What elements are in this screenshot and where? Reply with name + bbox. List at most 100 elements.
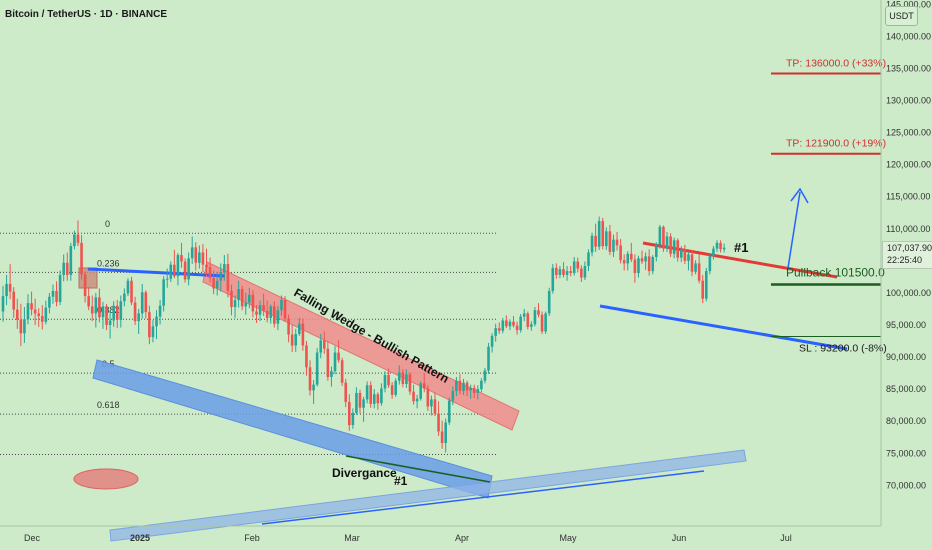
candle [480, 378, 483, 393]
candle-body [183, 261, 187, 280]
candle [672, 237, 676, 259]
candle-body [472, 387, 476, 393]
candle-body [630, 253, 633, 260]
time-axis-tick: Dec [24, 533, 41, 543]
candle [94, 292, 98, 328]
candle-body [533, 310, 537, 325]
candle [198, 245, 201, 269]
candle [683, 244, 687, 265]
candle-body [562, 269, 565, 275]
candle [401, 369, 405, 388]
candle [526, 311, 530, 330]
candle [662, 225, 665, 252]
candle-body [362, 399, 365, 408]
candle [576, 257, 580, 273]
price-axis-tick: 90,000.00 [886, 352, 926, 362]
candle [33, 298, 37, 325]
candle [290, 324, 294, 352]
candle-body [476, 389, 480, 393]
candle [490, 333, 494, 353]
candle [355, 387, 358, 415]
candle-body [219, 272, 223, 281]
candle [330, 366, 333, 387]
candle-body [719, 242, 722, 250]
candle [444, 418, 447, 453]
candle-body [440, 431, 444, 443]
fib-0618-highlight [73, 468, 139, 490]
candle [437, 401, 440, 436]
candle [251, 290, 255, 318]
candle-body [569, 271, 572, 274]
candle [90, 295, 94, 322]
candle [240, 285, 244, 311]
candle [223, 255, 226, 281]
candle [208, 257, 212, 283]
candle [615, 231, 619, 251]
candle [369, 381, 373, 408]
candle-body [237, 289, 240, 300]
candle-body [112, 305, 115, 321]
candle [101, 301, 105, 329]
candle [151, 319, 155, 343]
candle-body [233, 299, 237, 308]
candle-body [280, 299, 283, 311]
candle [405, 369, 408, 388]
candle-body [647, 256, 651, 272]
candle [108, 310, 112, 339]
pullback-label: Pullback 101500.0 [786, 266, 885, 280]
candle [173, 249, 176, 279]
candle [419, 381, 422, 401]
candle-body [340, 360, 344, 383]
candle [15, 298, 19, 329]
candle [5, 274, 8, 306]
currency-button[interactable]: USDT [885, 6, 918, 26]
candle [255, 305, 258, 324]
price-axis-tick: 80,000.00 [886, 416, 926, 426]
candle [1, 285, 5, 322]
candle [98, 288, 101, 323]
candle [226, 253, 230, 298]
candle [319, 333, 323, 359]
candle-body [697, 263, 701, 281]
candle-body [319, 340, 323, 353]
candle [704, 267, 708, 302]
candle-body [608, 231, 612, 252]
candle [472, 384, 476, 399]
support-band [109, 449, 747, 542]
candle-body [326, 348, 330, 377]
candle-body [130, 280, 133, 303]
candle-body [108, 320, 112, 325]
candle [533, 307, 537, 327]
candle-body [590, 235, 594, 253]
candle [244, 292, 248, 315]
candle-body [672, 240, 676, 254]
candle-body [508, 321, 512, 327]
candle-body [455, 380, 458, 392]
candle-body [715, 242, 719, 249]
candle [26, 294, 30, 325]
candle-body [140, 292, 144, 314]
candle [458, 374, 462, 395]
candle-body [80, 242, 83, 275]
candle-body [669, 236, 672, 254]
candle [351, 408, 355, 429]
candle-body [283, 299, 287, 319]
candle-body [65, 262, 69, 275]
candle [298, 317, 301, 336]
candle [505, 315, 508, 329]
candle-body [169, 264, 173, 279]
candle [347, 394, 351, 431]
candle-body [551, 267, 555, 291]
price-axis-tick: 135,000.00 [886, 63, 931, 73]
candle [465, 380, 469, 397]
candle [273, 301, 276, 328]
candle-body [151, 326, 155, 338]
candle [308, 360, 312, 396]
candle-body [644, 256, 647, 262]
candle [80, 235, 83, 280]
candle [219, 263, 223, 292]
candle-body [337, 352, 340, 361]
candle-body [572, 261, 576, 274]
candle [497, 322, 501, 334]
